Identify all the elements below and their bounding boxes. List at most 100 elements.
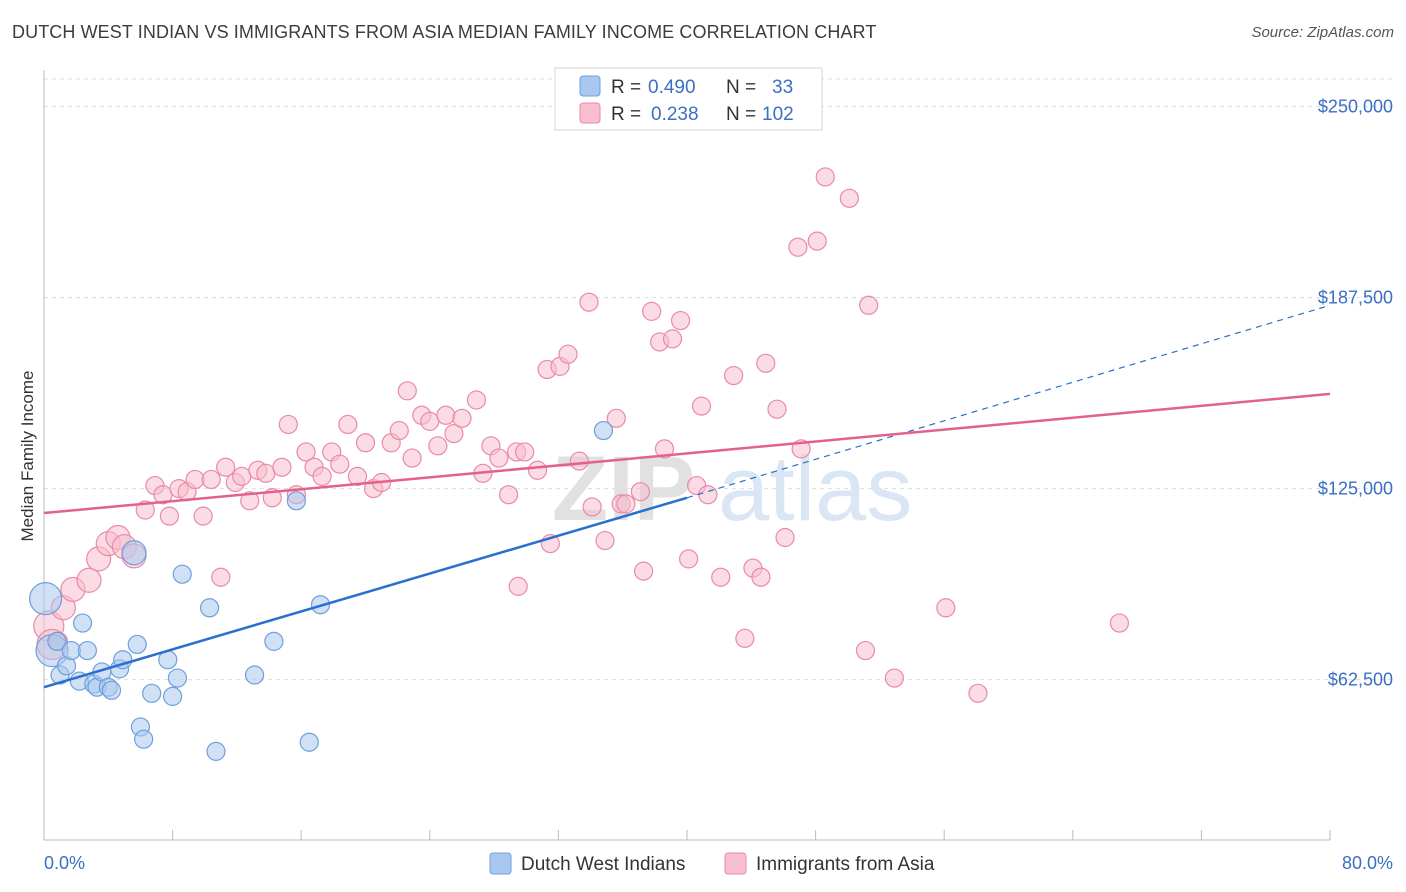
pink-point-96 — [936, 598, 956, 618]
pink-point-64 — [579, 292, 599, 312]
pink-point-74 — [662, 329, 683, 349]
pink-point-79 — [698, 485, 718, 505]
series-legend-label-pink: Immigrants from Asia — [756, 854, 935, 875]
blue-point-21 — [163, 686, 183, 706]
pink-point-53 — [489, 448, 509, 468]
pink-point-73 — [654, 439, 675, 459]
pink-point-13 — [159, 506, 179, 526]
legend-n-label-blue: N = — [726, 77, 756, 98]
legend-swatch-blue — [579, 75, 601, 97]
pink-point-43 — [402, 448, 422, 468]
pink-point-10 — [135, 500, 155, 520]
pink-point-50 — [466, 390, 487, 410]
pink-point-46 — [428, 436, 448, 456]
pink-point-4 — [76, 567, 102, 593]
pink-point-93 — [855, 640, 876, 661]
pink-point-42 — [397, 381, 417, 401]
correlation-legend: R = 0.490 N = 33 R = 0.238 N = 102 — [554, 67, 823, 131]
blue-point-15 — [121, 540, 147, 566]
pink-point-41 — [389, 420, 409, 441]
y-axis-label: Median Family Income — [18, 370, 37, 541]
legend-n-value-blue: 33 — [772, 77, 793, 98]
pink-point-66 — [606, 408, 626, 428]
pink-point-16 — [185, 469, 205, 490]
x-tick-label-1: 80.0% — [1342, 853, 1393, 873]
legend-r-label-blue: R = — [611, 77, 641, 98]
pink-point-91 — [815, 167, 835, 187]
legend-n-value-pink: 102 — [762, 104, 794, 125]
pink-point-30 — [296, 442, 316, 462]
pink-point-71 — [642, 301, 662, 321]
x-tick-label-0: 0.0% — [44, 853, 85, 873]
pink-point-35 — [338, 414, 358, 435]
pink-point-82 — [735, 628, 755, 648]
pink-point-86 — [767, 399, 787, 419]
pink-point-54 — [498, 485, 519, 505]
pink-point-48 — [444, 424, 464, 444]
pink-point-95 — [884, 668, 904, 688]
blue-point-26 — [244, 665, 265, 685]
pink-point-25 — [256, 463, 276, 483]
blue-point-18 — [134, 729, 154, 749]
blue-point-29 — [299, 732, 319, 752]
pink-point-37 — [355, 433, 376, 453]
trend-line-blue — [43, 496, 688, 689]
pink-point-100 — [508, 576, 528, 596]
pink-point-90 — [807, 231, 827, 251]
pink-point-49 — [452, 408, 472, 428]
blue-point-12 — [101, 680, 122, 700]
pink-point-98 — [1109, 613, 1130, 633]
pink-point-34 — [330, 454, 350, 474]
pink-point-28 — [278, 414, 298, 435]
blue-point-22 — [167, 668, 188, 688]
pink-point-76 — [679, 549, 699, 569]
y-tick-labels: $62,500 $125,000 $187,500 $250,000 — [1318, 97, 1393, 690]
pink-point-19 — [211, 567, 231, 587]
trend-line-blue-extension — [686, 304, 1331, 499]
legend-r-value-pink: 0.238 — [651, 104, 699, 125]
blue-point-25 — [206, 741, 226, 761]
pink-point-56 — [515, 442, 535, 462]
blue-point-4 — [61, 640, 81, 661]
pink-point-87 — [775, 527, 795, 548]
y-tick-label-0: $62,500 — [1328, 670, 1393, 690]
series-legend: Dutch West Indians Immigrants from Asia — [489, 852, 935, 875]
pink-point-80 — [711, 567, 731, 587]
pink-point-57 — [527, 460, 548, 480]
blue-point-16 — [127, 634, 147, 655]
legend-r-value-blue: 0.490 — [648, 77, 696, 98]
x-tick-labels: 0.0% 80.0% — [44, 853, 1393, 873]
pink-point-84 — [751, 567, 771, 587]
pink-point-75 — [670, 310, 691, 331]
blue-point-7 — [77, 640, 98, 661]
trend-line-pink — [43, 392, 1331, 515]
series-dutch-west-indians — [29, 420, 614, 761]
series-immigrants-from-asia — [33, 167, 1130, 703]
pink-point-32 — [312, 466, 332, 486]
pink-point-36 — [347, 466, 368, 486]
pink-point-23 — [240, 491, 260, 511]
trend-lines — [43, 304, 1331, 689]
pink-point-97 — [968, 683, 988, 703]
y-tick-label-2: $187,500 — [1318, 288, 1393, 308]
pink-point-81 — [724, 365, 744, 386]
pink-point-78 — [691, 396, 712, 416]
legend-swatch-pink — [579, 102, 601, 124]
pink-point-18 — [201, 469, 221, 490]
blue-point-28 — [286, 491, 306, 511]
source-label: Source: ZipAtlas.com — [1251, 24, 1394, 41]
pink-point-65 — [595, 530, 615, 551]
blue-point-27 — [264, 631, 284, 651]
pink-point-70 — [633, 561, 654, 581]
blue-point-23 — [172, 564, 192, 584]
pink-point-27 — [272, 457, 292, 477]
pink-point-20 — [216, 457, 236, 477]
pink-point-92 — [839, 188, 859, 208]
blue-point-1 — [47, 631, 67, 651]
pink-point-61 — [558, 344, 578, 364]
pink-point-89 — [788, 237, 808, 257]
legend-r-label-pink: R = — [611, 104, 641, 125]
pink-point-94 — [859, 295, 879, 315]
blue-point-6 — [72, 613, 93, 633]
